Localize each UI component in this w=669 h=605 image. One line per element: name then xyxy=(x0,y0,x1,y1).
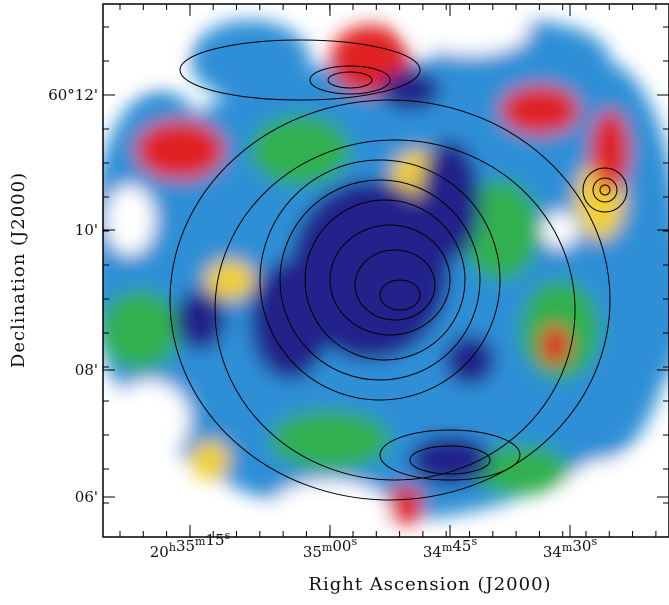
tick-label-part: m xyxy=(442,541,453,554)
y-tick-label: 10' xyxy=(75,221,98,239)
tick-label-part: 35 xyxy=(176,537,195,555)
y-tick-label: 08' xyxy=(75,361,98,379)
tick-label-part: s xyxy=(225,529,231,542)
tick-label-part: 20 xyxy=(150,543,169,561)
tick-label-part: m xyxy=(562,541,573,554)
y-axis-label: Declination (J2000) xyxy=(8,172,29,368)
tick-label-part: 00 xyxy=(332,537,351,555)
x-tick-label: 35m00s xyxy=(303,535,358,561)
tick-label-part: s xyxy=(471,535,477,548)
tick-label-part: s xyxy=(591,535,597,548)
tick-label-part: 45 xyxy=(452,537,471,555)
tick-label-part: s xyxy=(351,535,357,548)
x-tick-label: 34m45s xyxy=(423,535,478,561)
tick-marks xyxy=(103,4,669,537)
x-tick-label: 34m30s xyxy=(543,535,598,561)
x-axis-label: Right Ascension (J2000) xyxy=(308,574,551,595)
tick-label-part: 34 xyxy=(423,543,442,561)
y-tick-label: 60°12' xyxy=(48,86,98,104)
tick-label-part: m xyxy=(195,535,206,548)
tick-label-part: 30 xyxy=(572,537,591,555)
tick-label-part: 35 xyxy=(303,543,322,561)
tick-label-part: m xyxy=(322,541,333,554)
tick-label-part: 34 xyxy=(543,543,562,561)
tick-label-part: h xyxy=(169,541,176,554)
tick-label-part: 15 xyxy=(205,531,224,549)
contours xyxy=(169,39,628,501)
x-tick-label: 20h35m15s xyxy=(150,529,231,561)
sky-map xyxy=(103,4,669,537)
y-tick-label: 06' xyxy=(75,488,98,506)
frame xyxy=(102,3,669,538)
